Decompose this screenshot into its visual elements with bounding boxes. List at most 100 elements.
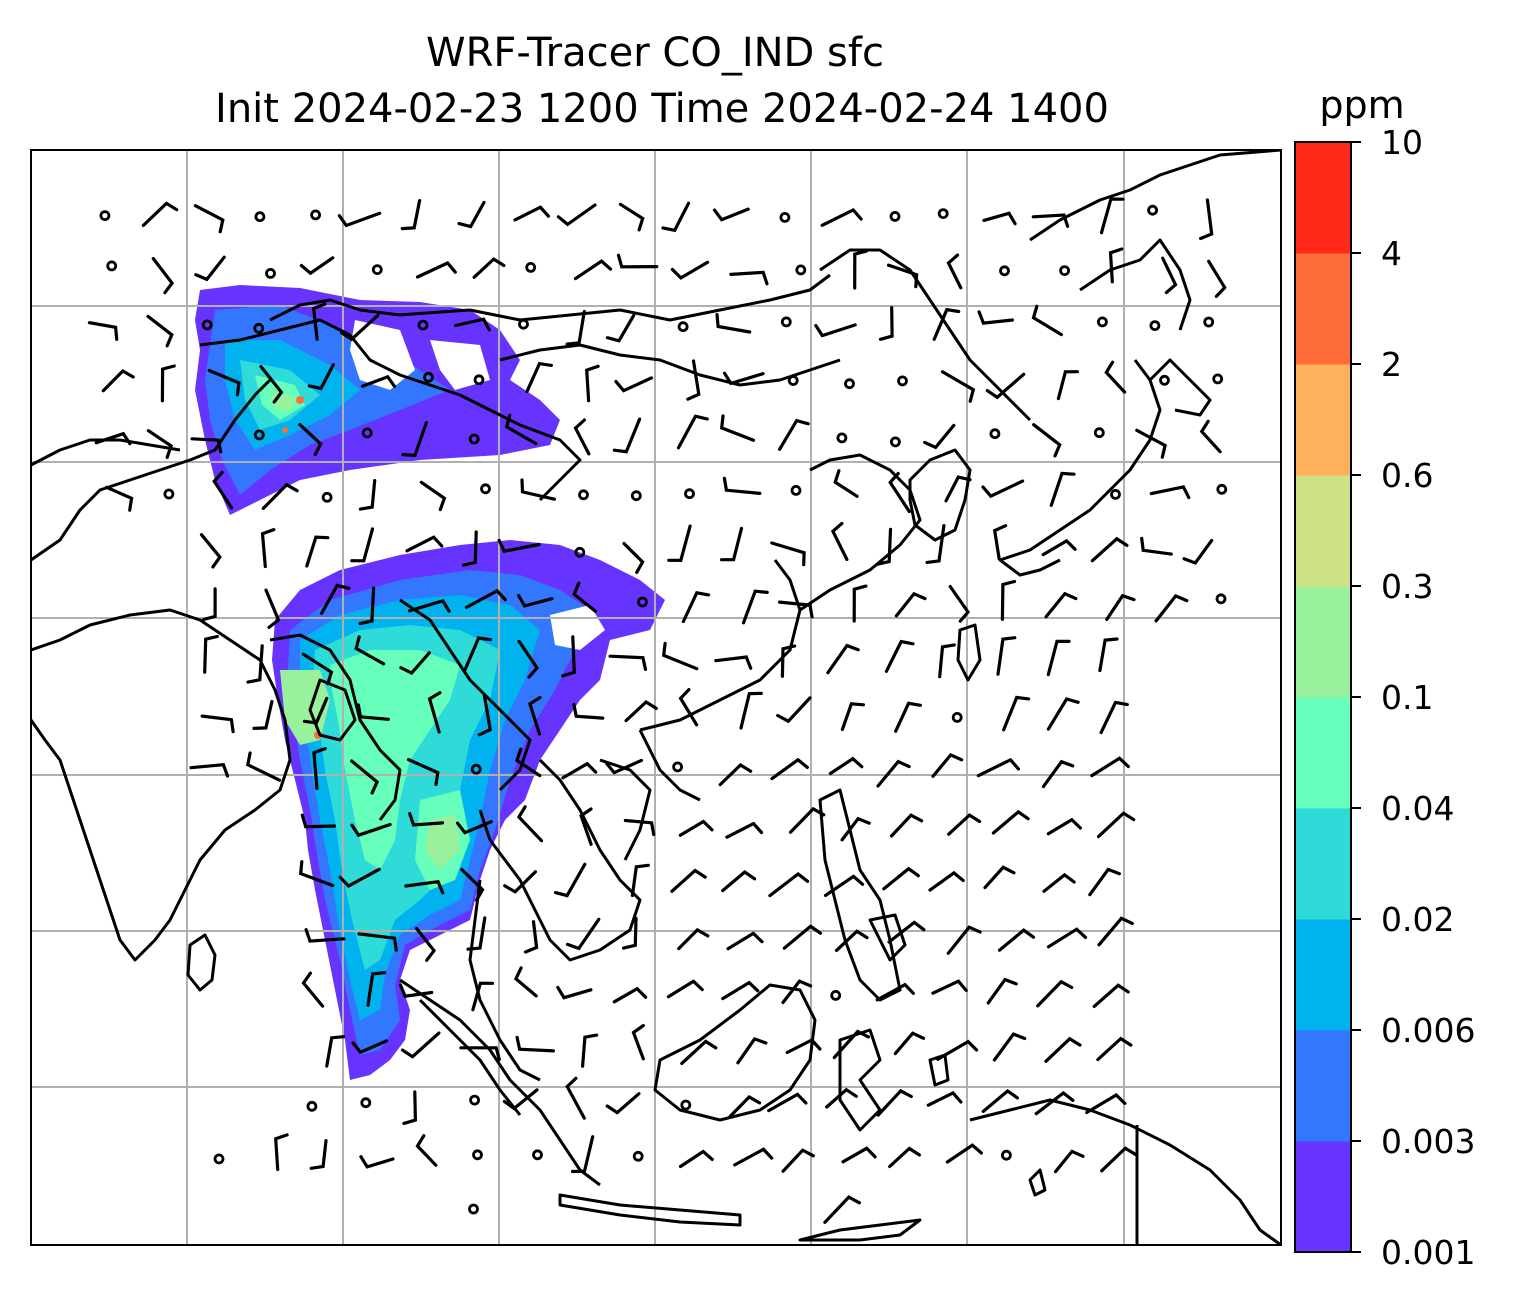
wind-barb [398,983,434,998]
wind-barb [1199,419,1222,454]
calm-wind-circle [468,1203,479,1215]
wind-barb [408,812,445,827]
wind-barb [622,916,638,950]
calm-wind-circle [1097,316,1108,328]
wind-barb [1044,1036,1082,1063]
wind-barb [1046,697,1080,731]
wind-barb [311,302,327,341]
calm-wind-circle [999,265,1010,277]
wind-barb [624,699,658,723]
wind-barb [878,306,894,341]
colorbar-block [1295,808,1351,920]
wind-barb [307,363,335,391]
wind-barb [570,1135,595,1174]
wind-barb [1056,370,1079,401]
wind-barb [676,414,709,450]
wind-barb [350,822,392,838]
wind-barb [1085,1092,1127,1115]
colorbar-block [1295,475,1351,587]
wind-barb [981,479,1025,499]
colorbar-tick-label: 4 [1381,234,1402,273]
calm-wind-circle [253,322,265,334]
calm-wind-circle [1147,204,1158,216]
calm-wind-circle [890,436,901,448]
wind-barb [612,417,642,454]
wind-barb [513,966,538,998]
wind-barb [101,368,135,393]
colorbar-tick-label: 0.6 [1381,456,1433,495]
wind-barb [931,979,968,995]
wind-barb [407,599,451,613]
wind-barb [356,703,390,721]
calm-wind-circle [163,488,175,500]
wind-barb [986,977,1018,1005]
wind-barb [996,636,1017,676]
wind-barb [947,813,982,836]
wind-barb [739,691,763,730]
wind-barb [944,475,972,503]
wind-barb [778,418,810,451]
wind-barb [573,259,613,281]
wind-barb [1182,538,1214,565]
wind-barb [472,257,506,279]
wind-barb [515,1035,555,1053]
wind-barb [337,211,382,228]
wind-barb [105,485,134,512]
wind-barb [928,870,965,892]
wind-barb [189,762,230,778]
wind-barb [889,813,924,838]
wind-barb [661,641,699,671]
wind-barb [360,374,397,389]
wind-barb [1154,593,1189,623]
wind-barb [477,692,492,737]
colorbar-tick-label: 0.04 [1381,789,1454,828]
wind-barb [1092,983,1130,1008]
colorbar-block [1295,1141,1351,1253]
wind-barb [581,1033,599,1068]
wind-barb [618,202,645,232]
wind-barb [259,365,284,404]
wind-barb [948,584,971,623]
wind-barb [670,868,707,893]
calm-wind-circle [897,375,908,387]
calm-wind-circle [201,319,213,331]
wind-barb [985,372,1026,400]
wind-barb [517,639,540,679]
wind-barb [736,1036,768,1065]
colorbar-blocks [1295,142,1351,1253]
calm-wind-circle [637,596,648,608]
wind-barb [733,1147,774,1167]
colorbar-tick-label: 0.001 [1381,1233,1475,1272]
wind-barb [1041,759,1075,789]
wind-barb [622,541,645,574]
wind-barb [945,1143,983,1164]
wind-barb [992,1032,1027,1062]
wind-barb [1135,428,1167,459]
calm-wind-circle [417,319,429,331]
wind-barb [404,879,445,895]
wind-barb [366,971,387,1007]
wind-barb [516,805,544,843]
wind-barb [471,981,494,1012]
wind-barb [1207,259,1227,298]
wind-barb [1002,695,1031,732]
wind-barb [203,634,219,674]
calm-wind-circle [1110,488,1121,500]
wind-barb [661,201,691,233]
wind-barb [1098,637,1119,673]
wind-barb [338,867,381,888]
concentration-plume-north [195,285,560,515]
wind-barb [94,431,132,446]
wind-barb [767,1092,808,1113]
wind-barb [151,257,175,295]
wind-barb [946,253,963,290]
wind-barb [399,651,431,675]
wind-barb [523,920,539,954]
wind-barb [504,413,538,446]
wind-barb [814,323,857,338]
wind-barb [260,528,276,569]
calm-wind-circle [937,208,949,220]
calm-wind-circle [1216,483,1228,495]
calm-wind-circle [1203,316,1215,328]
wind-barb [712,207,750,222]
